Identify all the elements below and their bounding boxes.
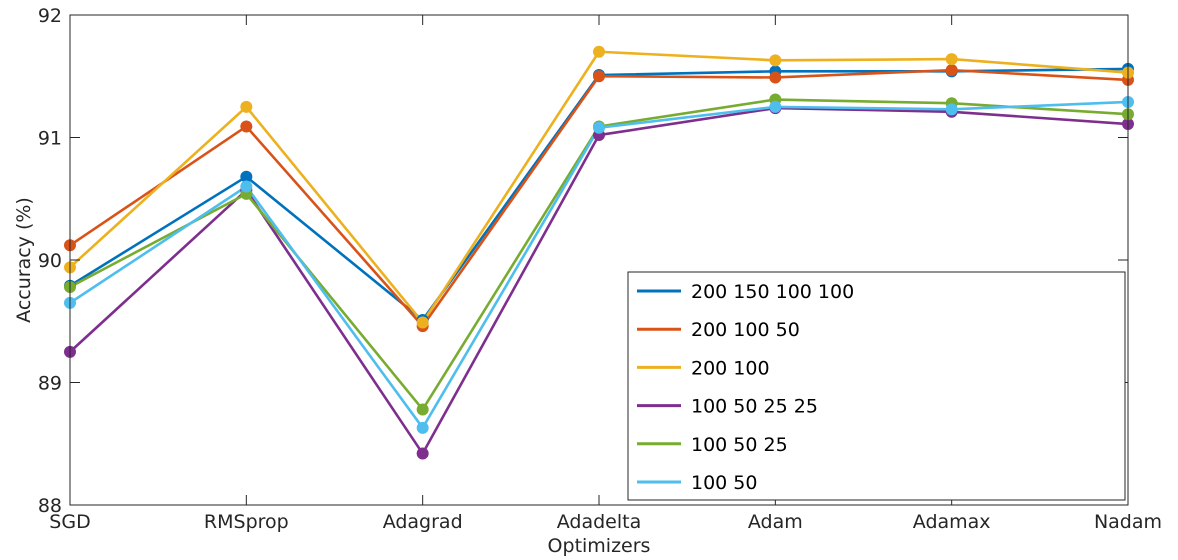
legend-label: 100 50 (691, 472, 757, 494)
legend-label: 200 100 (691, 357, 770, 379)
y-axis-label: Accuracy (%) (13, 197, 35, 323)
y-tick-label: 89 (38, 373, 62, 395)
legend-label: 100 50 25 (691, 434, 788, 456)
x-tick-label: Nadam (1094, 511, 1162, 533)
x-tick-label: SGD (49, 511, 90, 533)
legend: 200 150 100 100 200 100 50 200 100 100 50 2… (627, 271, 1126, 501)
y-tick-label: 88 (38, 495, 62, 517)
data-point (593, 121, 605, 134)
data-point (240, 120, 253, 133)
x-tick-label: Adagrad (383, 511, 463, 533)
legend-items: 200 150 100 100 200 100 50 200 100 100 50 2… (637, 281, 854, 494)
data-point (945, 64, 958, 77)
y-tick-label: 90 (38, 250, 62, 272)
data-point (416, 447, 429, 460)
data-point (593, 45, 605, 58)
data-point (240, 170, 253, 183)
data-point (769, 100, 782, 113)
data-point (240, 100, 253, 113)
legend-label: 200 150 100 100 (691, 281, 854, 303)
data-point (945, 103, 958, 116)
legend-label: 100 50 25 25 (691, 396, 818, 418)
series-layer (64, 45, 1134, 460)
data-point (945, 53, 958, 66)
data-point (240, 180, 253, 193)
x-axis-label: Optimizers (548, 535, 651, 557)
y-tick-label: 92 (38, 5, 62, 27)
data-point (769, 71, 782, 84)
x-tick-label: Adam (748, 511, 803, 533)
legend-box (627, 271, 1126, 501)
data-point (416, 403, 429, 416)
x-tick-label: RMSprop (204, 511, 289, 533)
y-tick-label: 91 (38, 128, 62, 150)
x-tick-label: Adamax (913, 511, 991, 533)
data-point (593, 70, 605, 83)
tick-layer: 88 89 90 91 92 SGD RMSprop Adagrad Adadelta Adam A… (38, 5, 1162, 533)
data-point (769, 54, 782, 67)
data-point (416, 316, 429, 329)
legend-label: 200 100 50 (691, 319, 800, 341)
data-point (416, 421, 429, 434)
x-tick-label: Adadelta (557, 511, 642, 533)
